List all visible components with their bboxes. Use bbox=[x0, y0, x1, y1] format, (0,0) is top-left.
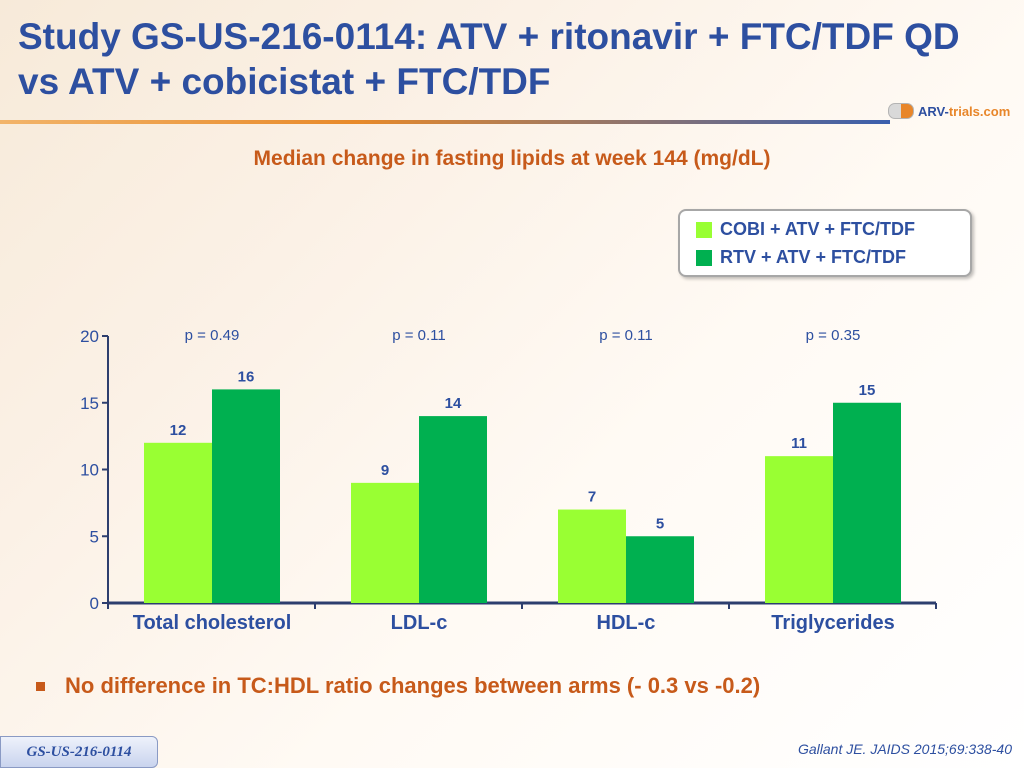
data-label: 12 bbox=[170, 422, 187, 439]
title-divider bbox=[0, 120, 890, 124]
bar-cobi bbox=[144, 442, 212, 603]
bullet-square-icon bbox=[36, 681, 45, 691]
bar-cobi bbox=[765, 456, 833, 603]
logo-text-3: .com bbox=[979, 103, 1011, 119]
y-tick-label: 10 bbox=[80, 461, 99, 480]
data-label: 14 bbox=[445, 395, 462, 412]
citation: Gallant JE. JAIDS 2015;69:338-40 bbox=[797, 741, 1012, 757]
logo-text-2: trials bbox=[948, 103, 980, 119]
bar-rtv bbox=[419, 416, 487, 603]
x-category-label: HDL-c bbox=[597, 612, 656, 634]
y-tick-label: 20 bbox=[80, 327, 99, 346]
arv-trials-logo: ARV- trials .com bbox=[888, 100, 1010, 122]
chart-legend: COBI + ATV + FTC/TDF RTV + ATV + FTC/TDF bbox=[678, 209, 972, 277]
data-label: 7 bbox=[588, 489, 596, 506]
y-tick-label: 5 bbox=[90, 527, 99, 546]
legend-item-cobi: COBI + ATV + FTC/TDF bbox=[696, 219, 915, 240]
p-value-label: p = 0.11 bbox=[392, 327, 446, 344]
legend-item-rtv: RTV + ATV + FTC/TDF bbox=[696, 247, 906, 268]
legend-swatch-cobi bbox=[696, 221, 712, 238]
x-category-label: LDL-c bbox=[391, 612, 448, 634]
bar-cobi bbox=[558, 509, 626, 603]
logo-text-1: ARV- bbox=[918, 103, 949, 119]
bar-cobi bbox=[351, 482, 419, 603]
p-value-label: p = 0.35 bbox=[806, 327, 861, 344]
capsule-icon bbox=[888, 103, 914, 119]
data-label: 15 bbox=[859, 382, 876, 399]
bar-rtv bbox=[833, 402, 901, 603]
x-category-label: Triglycerides bbox=[771, 612, 894, 634]
legend-label-cobi: COBI + ATV + FTC/TDF bbox=[720, 219, 916, 239]
chart-title: Median change in fasting lipids at week … bbox=[253, 147, 771, 170]
data-label: 5 bbox=[656, 515, 664, 532]
data-label: 11 bbox=[791, 435, 807, 452]
p-value-label: p = 0.11 bbox=[599, 327, 653, 344]
study-badge: GS-US-216-0114 bbox=[0, 736, 158, 768]
legend-swatch-rtv bbox=[696, 249, 712, 266]
bar-rtv bbox=[212, 389, 280, 603]
y-tick-label: 15 bbox=[80, 394, 99, 413]
p-value-label: p = 0.49 bbox=[185, 327, 240, 344]
y-tick-label: 0 bbox=[90, 594, 99, 613]
slide-title: Study GS-US-216-0114: ATV + ritonavir + … bbox=[18, 16, 960, 102]
data-label: 9 bbox=[381, 462, 389, 479]
legend-label-rtv: RTV + ATV + FTC/TDF bbox=[720, 247, 907, 267]
key-finding-text: No difference in TC:HDL ratio changes be… bbox=[65, 673, 761, 698]
data-label: 16 bbox=[238, 368, 255, 385]
bar-rtv bbox=[626, 536, 694, 603]
x-category-label: Total cholesterol bbox=[133, 612, 292, 634]
key-finding: No difference in TC:HDL ratio changes be… bbox=[36, 673, 760, 699]
